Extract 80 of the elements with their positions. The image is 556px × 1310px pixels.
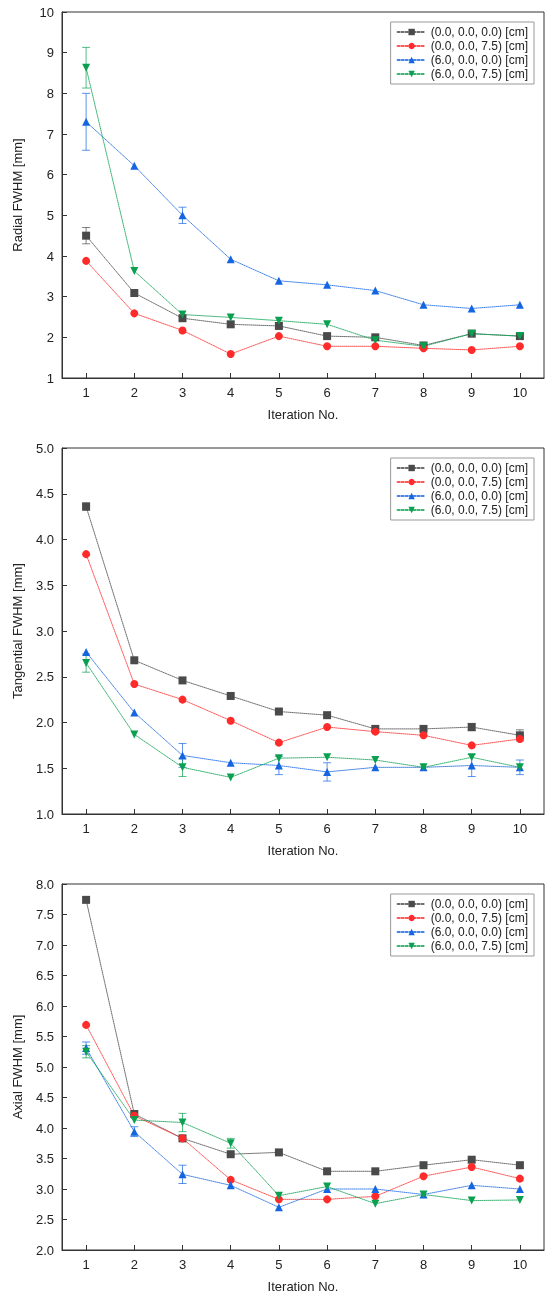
- y-tick-label: 8.0: [35, 876, 54, 892]
- x-tick-label: 8: [419, 385, 428, 400]
- x-tick-label: 5: [275, 821, 283, 836]
- legend-label: (0.0, 0.0, 7.5) [cm]: [430, 911, 528, 925]
- y-tick-label: 1.0: [35, 806, 54, 822]
- x-tick-label: 5: [275, 385, 283, 400]
- x-tick-label: 2: [130, 385, 138, 400]
- y-tick-label: 4.5: [35, 1090, 54, 1105]
- y-tick-label: 1: [46, 370, 54, 386]
- legend-label: (6.0, 0.0, 0.0) [cm]: [430, 489, 528, 503]
- y-axis-title: Axial FWHM [mm]: [10, 1014, 25, 1120]
- x-tick-label: 10: [512, 1257, 528, 1272]
- x-tick-label: 9: [468, 385, 476, 400]
- x-tick-label: 7: [371, 821, 379, 836]
- y-tick-label: 4: [46, 248, 54, 264]
- y-tick-label: 1.5: [35, 760, 54, 776]
- y-tick-label: 7: [46, 126, 54, 142]
- y-tick-label: 3.5: [35, 1151, 54, 1166]
- y-tick-label: 2.0: [35, 1242, 54, 1258]
- y-tick-label: 5: [46, 207, 54, 223]
- y-tick-label: 2.5: [35, 1212, 54, 1227]
- y-tick-label: 8: [46, 85, 54, 101]
- y-tick-label: 3.5: [35, 577, 54, 593]
- legend-label: (6.0, 0.0, 7.5) [cm]: [430, 503, 528, 517]
- x-tick-label: 5: [275, 1257, 283, 1272]
- legend-label: (0.0, 0.0, 7.5) [cm]: [430, 475, 528, 489]
- y-axis-title: Tangential FWHM [mm]: [10, 563, 25, 699]
- y-tick-label: 5.5: [35, 1029, 54, 1044]
- x-tick-label: 3: [178, 1257, 187, 1272]
- x-tick-label: 8: [419, 1257, 428, 1272]
- y-tick-label: 5.0: [35, 1059, 54, 1075]
- legend-label: (6.0, 0.0, 0.0) [cm]: [430, 925, 528, 939]
- x-tick-label: 3: [178, 385, 187, 400]
- legend-label: (0.0, 0.0, 0.0) [cm]: [430, 461, 528, 475]
- x-tick-label: 3: [178, 821, 187, 836]
- x-tick-label: 2: [130, 1257, 138, 1272]
- x-axis-title: Iteration No.: [267, 843, 339, 858]
- x-tick-label: 10: [512, 385, 528, 400]
- x-tick-label: 7: [371, 385, 379, 400]
- x-tick-label: 10: [512, 821, 528, 836]
- legend-label: (0.0, 0.0, 7.5) [cm]: [430, 39, 528, 53]
- x-axis-title: Iteration No.: [267, 407, 339, 422]
- y-tick-label: 5.0: [35, 440, 54, 456]
- y-tick-label: 4.0: [35, 532, 54, 547]
- y-tick-label: 4.5: [35, 486, 54, 502]
- y-tick-label: 3.0: [35, 1181, 54, 1197]
- x-tick-label: 6: [323, 1257, 331, 1272]
- y-tick-label: 4.0: [35, 1120, 54, 1136]
- y-tick-label: 6.5: [35, 968, 54, 983]
- x-tick-label: 4: [227, 821, 235, 836]
- x-tick-label: 6: [323, 821, 331, 836]
- y-tick-label: 2.5: [35, 669, 54, 685]
- x-axis-title: Iteration No.: [267, 1279, 339, 1294]
- y-tick-label: 7.0: [35, 937, 54, 953]
- x-tick-label: 4: [227, 1257, 235, 1272]
- legend-label: (6.0, 0.0, 7.5) [cm]: [430, 939, 528, 953]
- y-tick-label: 7.5: [35, 907, 54, 922]
- x-tick-label: 2: [130, 821, 138, 836]
- y-tick-label: 3: [46, 289, 54, 305]
- y-tick-label: 9: [46, 45, 54, 61]
- y-tick-label: 10: [39, 4, 54, 20]
- x-tick-label: 8: [419, 821, 428, 836]
- x-tick-label: 1: [82, 385, 90, 400]
- legend-label: (6.0, 0.0, 7.5) [cm]: [430, 67, 528, 81]
- y-tick-label: 2.0: [35, 715, 54, 730]
- x-tick-label: 6: [323, 385, 331, 400]
- x-tick-label: 9: [468, 821, 476, 836]
- x-tick-label: 1: [82, 821, 90, 836]
- y-tick-label: 6: [46, 167, 54, 183]
- x-tick-label: 1: [82, 1257, 90, 1272]
- legend-label: (0.0, 0.0, 0.0) [cm]: [430, 897, 528, 911]
- y-tick-label: 2: [46, 329, 54, 345]
- y-tick-label: 6.0: [35, 998, 54, 1014]
- x-tick-label: 4: [227, 385, 235, 400]
- x-tick-label: 9: [468, 1257, 476, 1272]
- legend-label: (6.0, 0.0, 0.0) [cm]: [430, 53, 528, 67]
- y-tick-label: 3.0: [35, 623, 54, 639]
- y-axis-title: Radial FWHM [mm]: [10, 138, 25, 252]
- legend-label: (0.0, 0.0, 0.0) [cm]: [430, 25, 528, 39]
- x-tick-label: 7: [371, 1257, 379, 1272]
